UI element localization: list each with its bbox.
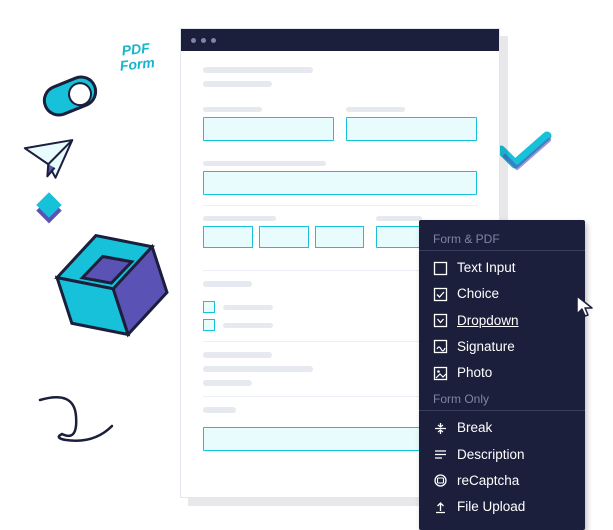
menu-section-header: Form & PDF: [419, 230, 585, 251]
menu-item-label: Photo: [457, 363, 492, 383]
diamond-decor: [36, 192, 61, 217]
description-icon: [433, 447, 448, 462]
cube-decor: [36, 209, 187, 360]
menu-item-label: File Upload: [457, 497, 525, 517]
menu-item-label: Dropdown: [457, 311, 519, 331]
signature-icon: [433, 339, 448, 354]
segment-field[interactable]: [203, 226, 253, 248]
paper-plane-icon: [22, 138, 79, 185]
text-field-full[interactable]: [203, 171, 477, 195]
recaptcha-icon: [433, 473, 448, 488]
text-field[interactable]: [203, 117, 334, 141]
field-label-skeleton: [203, 216, 276, 221]
menu-item-label: reCaptcha: [457, 471, 519, 491]
titlebar-dot: [211, 38, 216, 43]
file-upload-icon: [433, 500, 448, 515]
field-label-skeleton: [376, 216, 421, 221]
menu-item-dropdown[interactable]: Dropdown: [419, 308, 585, 334]
skeleton-line: [203, 281, 252, 287]
segment-field[interactable]: [259, 226, 309, 248]
illustration-canvas: PDFForm: [0, 0, 613, 511]
checkbox-field[interactable]: [203, 319, 215, 331]
field-label-skeleton: [203, 161, 326, 166]
skeleton-line: [203, 81, 272, 87]
text-input-icon: [433, 261, 448, 276]
choice-icon: [433, 287, 448, 302]
menu-item-label: Text Input: [457, 258, 516, 278]
checkbox-label-skeleton: [223, 305, 273, 310]
segment-field[interactable]: [315, 226, 365, 248]
field-type-menu: Form & PDF Text Input Choice Dropdown Si…: [419, 220, 585, 530]
titlebar-dot: [201, 38, 206, 43]
photo-icon: [433, 366, 448, 381]
checkmark-decor: [495, 130, 553, 172]
menu-item-photo[interactable]: Photo: [419, 360, 585, 386]
skeleton-line: [203, 352, 272, 358]
squiggle-decor: [34, 390, 124, 450]
dropdown-icon: [433, 313, 448, 328]
menu-item-choice[interactable]: Choice: [419, 281, 585, 307]
checkbox-field[interactable]: [203, 301, 215, 313]
skeleton-line: [203, 407, 236, 413]
menu-item-recaptcha[interactable]: reCaptcha: [419, 468, 585, 494]
window-titlebar: [181, 29, 499, 51]
break-icon: [433, 421, 448, 436]
menu-item-break[interactable]: Break: [419, 415, 585, 441]
toggle-pill-decor: [38, 71, 102, 122]
skeleton-line: [203, 67, 313, 73]
field-label-skeleton: [203, 107, 262, 112]
menu-item-label: Choice: [457, 284, 499, 304]
menu-item-file-upload[interactable]: File Upload: [419, 494, 585, 520]
menu-item-label: Break: [457, 418, 492, 438]
skeleton-line: [203, 380, 252, 386]
pdf-form-badge: PDFForm: [103, 39, 171, 85]
cursor-pointer-icon: [575, 294, 595, 318]
titlebar-dot: [191, 38, 196, 43]
menu-item-label: Description: [457, 445, 525, 465]
menu-section-header: Form Only: [419, 390, 585, 411]
checkbox-label-skeleton: [223, 323, 273, 328]
menu-item-description[interactable]: Description: [419, 442, 585, 468]
skeleton-line: [203, 366, 313, 372]
menu-item-text-input[interactable]: Text Input: [419, 255, 585, 281]
text-field[interactable]: [346, 117, 477, 141]
menu-item-label: Signature: [457, 337, 515, 357]
field-label-skeleton: [346, 107, 405, 112]
menu-item-signature[interactable]: Signature: [419, 334, 585, 360]
